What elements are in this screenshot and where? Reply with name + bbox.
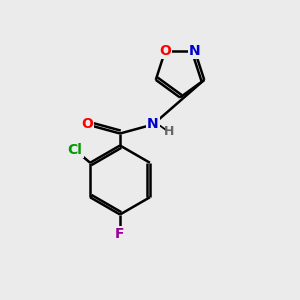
Text: H: H: [164, 125, 175, 138]
Text: O: O: [159, 44, 171, 58]
Text: Cl: Cl: [68, 143, 82, 157]
Text: N: N: [189, 44, 201, 58]
Text: O: O: [81, 118, 93, 131]
Text: N: N: [147, 118, 159, 131]
Text: F: F: [115, 227, 125, 241]
